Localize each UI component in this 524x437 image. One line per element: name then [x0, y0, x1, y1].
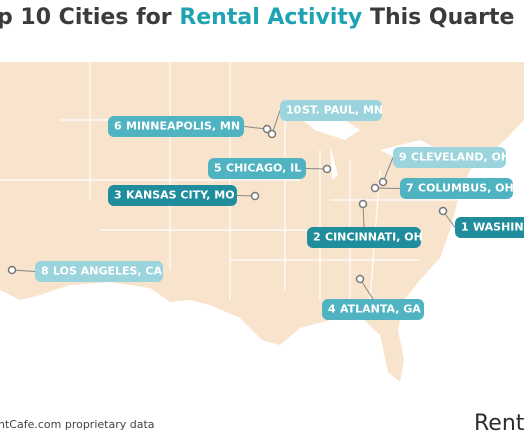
rank: 10 [286, 104, 302, 117]
city-name: CHICAGO, IL [226, 162, 301, 175]
title-tail: This Quarte [370, 5, 514, 30]
city-labels: 6 MINNEAPOLIS, MN 10 ST. PAUL, MN 5 CHICAGO, … [7, 100, 524, 320]
title-accent: Rental Activity [179, 5, 362, 30]
rank: 2 [313, 231, 321, 244]
label-pill [400, 178, 513, 199]
title: p 10 Cities for Rental Activity This Qua… [0, 5, 514, 30]
city-dot [438, 206, 448, 216]
city-dot [358, 199, 368, 209]
label-pill [393, 147, 506, 168]
label-pill [108, 185, 237, 206]
city-name: KANSAS CITY, MO [126, 189, 235, 202]
rank: 5 [214, 162, 222, 175]
city-name: ST. PAUL, MN [302, 104, 383, 117]
land [0, 62, 524, 382]
city-dot [370, 183, 380, 193]
city-dot [378, 177, 388, 187]
label-pill [108, 116, 244, 137]
label-pill [208, 158, 306, 179]
rank: 1 [461, 221, 469, 234]
label-pill [322, 299, 424, 320]
title-lead: p 10 Cities for [0, 5, 172, 30]
rank: 4 [328, 303, 336, 316]
city-dot [267, 129, 277, 139]
city-dot [322, 164, 332, 174]
city-name: CINCINNATI, OH [325, 231, 423, 244]
rank: 6 [114, 120, 122, 133]
city-name: WASHING [473, 221, 524, 234]
city-name: LOS ANGELES, CA [53, 265, 163, 278]
city-name: COLUMBUS, OH [418, 182, 514, 195]
city-name: MINNEAPOLIS, MN [126, 120, 240, 133]
label-pill [35, 261, 163, 282]
city-name: ATLANTA, GA [340, 303, 421, 316]
rank: 7 [406, 182, 414, 195]
city-dot [250, 191, 260, 201]
label-pill [455, 217, 524, 238]
city-name: CLEVELAND, OH [411, 151, 510, 164]
source-note: ntCafe.com proprietary data [0, 418, 155, 431]
rank: 8 [41, 265, 49, 278]
label-pill [280, 100, 382, 121]
brand: Rent [474, 411, 524, 436]
city-dot [7, 265, 17, 275]
city-dot [262, 124, 272, 134]
connector [382, 157, 394, 183]
label-pill [307, 227, 421, 248]
city-dot [355, 274, 365, 284]
rank: 3 [114, 189, 122, 202]
rank: 9 [399, 151, 407, 164]
